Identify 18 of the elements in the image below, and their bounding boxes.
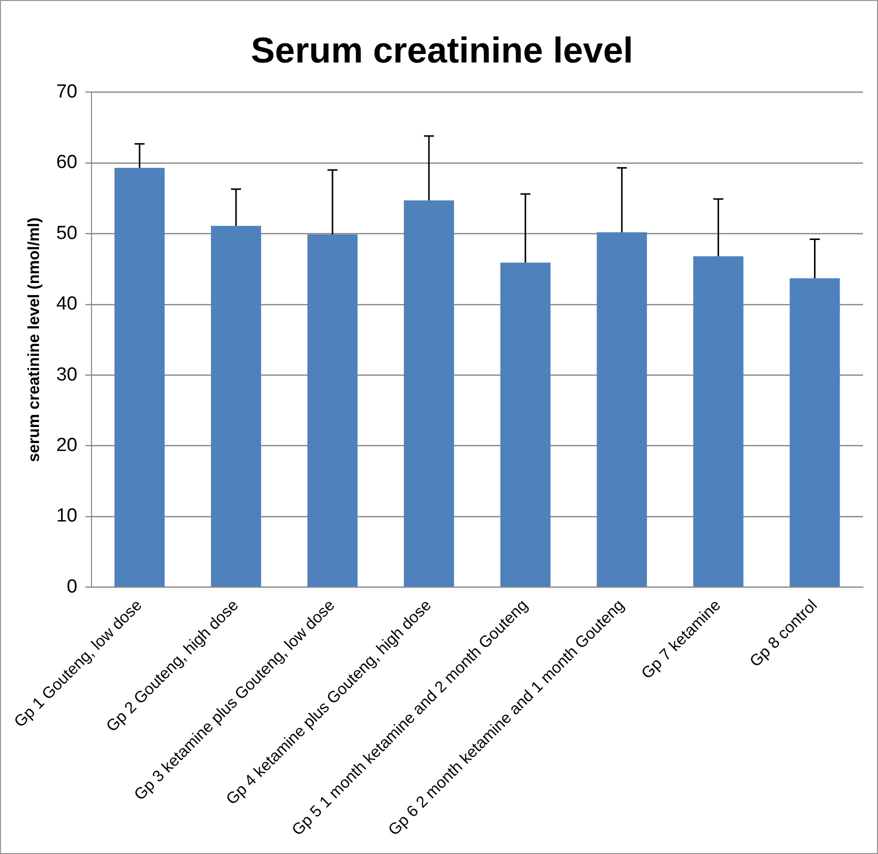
bar bbox=[307, 234, 358, 587]
bar bbox=[693, 256, 744, 587]
bar bbox=[790, 278, 840, 587]
y-tick-label: 50 bbox=[56, 222, 78, 244]
bar bbox=[404, 200, 454, 587]
y-tick-label: 70 bbox=[56, 81, 78, 102]
y-tick-label: 0 bbox=[66, 576, 78, 598]
y-tick-label: 30 bbox=[56, 364, 78, 386]
y-tick-label: 60 bbox=[56, 152, 78, 174]
y-tick-label: 10 bbox=[56, 506, 78, 527]
y-tick-label: 20 bbox=[56, 435, 78, 456]
bar bbox=[114, 168, 165, 587]
chart-title: Serum creatinine level bbox=[250, 30, 634, 71]
bar bbox=[210, 226, 262, 587]
bar bbox=[596, 232, 647, 587]
y-axis-title: serum creatinine level (nmol/ml) bbox=[26, 217, 44, 462]
bar bbox=[500, 262, 550, 587]
y-tick-label: 40 bbox=[56, 294, 78, 315]
